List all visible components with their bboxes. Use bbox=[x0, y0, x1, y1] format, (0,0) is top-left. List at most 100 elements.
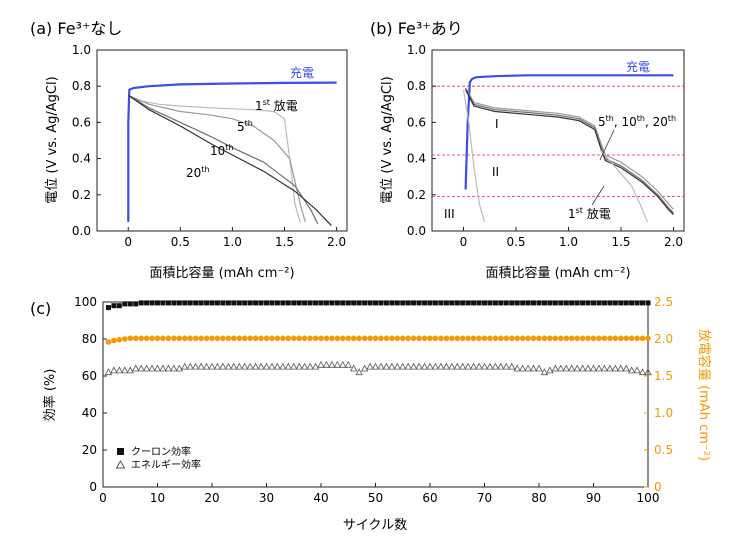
capacity-point bbox=[203, 335, 210, 342]
coulomb-point bbox=[291, 300, 297, 306]
coulomb-point bbox=[531, 300, 536, 306]
capacity-point bbox=[318, 335, 324, 342]
chart-b-xtick-label: 1.5 bbox=[611, 235, 630, 249]
coulomb-point bbox=[133, 301, 139, 307]
coulomb-point bbox=[378, 300, 384, 306]
capacity-point bbox=[514, 335, 520, 342]
energy-point bbox=[241, 362, 249, 370]
capacity-point bbox=[252, 335, 259, 342]
capacity-point bbox=[367, 335, 373, 342]
chart-c-legend: クーロン効率 エネルギー効率 bbox=[115, 445, 201, 471]
energy-point bbox=[126, 366, 134, 374]
energy-point bbox=[322, 360, 331, 368]
chart-a-xtick-label: 0.5 bbox=[171, 235, 190, 249]
energy-point bbox=[546, 366, 554, 374]
capacity-point bbox=[623, 335, 629, 342]
capacity-point bbox=[122, 336, 128, 342]
energy-point bbox=[115, 366, 124, 374]
energy-point bbox=[181, 362, 189, 370]
capacity-point bbox=[416, 335, 422, 342]
coulomb-point bbox=[645, 300, 651, 306]
coulomb-point bbox=[204, 300, 210, 306]
chart-a: (a) Fe³⁺なし 0 0.5 1.0 1.5 2.0 0.0 0.2 0.4 0.6 0.8 1… bbox=[30, 19, 348, 281]
coulomb-point bbox=[111, 303, 117, 309]
energy-point bbox=[540, 368, 549, 376]
capacity-point bbox=[225, 335, 232, 342]
capacity-point bbox=[296, 335, 303, 342]
energy-point bbox=[191, 362, 200, 370]
chart-a-ytick-label: 0.2 bbox=[72, 188, 91, 202]
energy-point bbox=[518, 364, 527, 372]
coulomb-point bbox=[569, 300, 575, 306]
energy-point bbox=[251, 362, 260, 370]
capacity-point bbox=[536, 335, 542, 342]
capacity-point bbox=[154, 335, 161, 342]
chart-b-region-3: III bbox=[444, 207, 455, 221]
capacity-point bbox=[449, 335, 455, 342]
capacity-point bbox=[372, 335, 379, 342]
capacity-point bbox=[291, 335, 297, 342]
coulomb-point bbox=[182, 300, 188, 306]
chart-a-title: (a) Fe³⁺なし bbox=[30, 19, 122, 38]
capacity-point bbox=[509, 335, 515, 342]
capacity-point bbox=[432, 335, 439, 342]
energy-point bbox=[459, 362, 467, 370]
capacity-point bbox=[356, 335, 362, 342]
capacity-point bbox=[628, 335, 635, 342]
capacity-point bbox=[280, 335, 286, 342]
chart-a-xlabel: 面積比容量 (mAh cm⁻²) bbox=[149, 265, 294, 281]
energy-point bbox=[279, 362, 287, 370]
chart-b-cycles-n3: , 20 bbox=[645, 115, 668, 129]
chart-b-region-1: I bbox=[495, 117, 499, 131]
capacity-point bbox=[176, 335, 183, 342]
capacity-point bbox=[307, 335, 313, 342]
coulomb-point bbox=[432, 300, 438, 306]
energy-point bbox=[393, 362, 401, 370]
chart-c-xlabel: サイクル数 bbox=[343, 518, 407, 533]
chart-c-xtick-label: 0 bbox=[99, 491, 107, 505]
chart-b-reference-lines bbox=[432, 85, 684, 198]
capacity-point bbox=[558, 335, 564, 342]
coulomb-point bbox=[520, 300, 526, 306]
coulomb-point bbox=[362, 300, 368, 306]
chart-c-xtick-label: 40 bbox=[313, 491, 328, 505]
energy-point bbox=[568, 364, 576, 372]
energy-point bbox=[175, 364, 183, 372]
chart-b-cycles-pointer bbox=[599, 129, 615, 161]
coulomb-point bbox=[187, 300, 193, 306]
coulomb-point bbox=[373, 300, 378, 306]
energy-point bbox=[290, 362, 298, 370]
coulomb-point bbox=[323, 300, 329, 306]
coulomb-point bbox=[334, 300, 340, 306]
capacity-point bbox=[481, 335, 488, 342]
energy-point bbox=[235, 362, 243, 370]
capacity-point bbox=[465, 335, 472, 342]
capacity-point bbox=[487, 335, 493, 342]
chart-c-ytick-left-label: 80 bbox=[82, 332, 97, 346]
coulomb-point bbox=[329, 300, 335, 306]
energy-point bbox=[121, 366, 129, 374]
energy-point bbox=[382, 362, 391, 370]
coulomb-point bbox=[629, 300, 635, 306]
chart-a-series-discharge_1st bbox=[128, 94, 301, 223]
chart-c-ytick-left-label: 40 bbox=[82, 406, 97, 420]
chart-a-series-discharge_20th bbox=[127, 94, 332, 227]
capacity-point bbox=[438, 335, 444, 342]
coulomb-point bbox=[116, 303, 122, 309]
chart-a-ytick-label: 0.0 bbox=[72, 224, 91, 238]
chart-c-ytick-right-label: 2.0 bbox=[654, 332, 673, 346]
energy-point bbox=[208, 362, 216, 370]
coulomb-point bbox=[209, 300, 215, 306]
energy-point bbox=[273, 362, 282, 370]
coulomb-point bbox=[411, 300, 417, 306]
chart-b-plot-area bbox=[431, 49, 685, 232]
capacity-point bbox=[160, 335, 166, 342]
capacity-point bbox=[607, 335, 613, 342]
chart-b-xtick-label: 2.0 bbox=[664, 235, 683, 249]
capacity-point bbox=[574, 335, 580, 342]
chart-b: (b) Fe³⁺あり 0 0.5 1.0 1.5 2.0 0.0 0.2 0.4 0.6 0.8 1… bbox=[370, 19, 685, 281]
energy-point bbox=[197, 362, 205, 370]
energy-point bbox=[333, 360, 342, 368]
coulomb-point bbox=[253, 300, 259, 306]
capacity-point bbox=[340, 335, 346, 342]
